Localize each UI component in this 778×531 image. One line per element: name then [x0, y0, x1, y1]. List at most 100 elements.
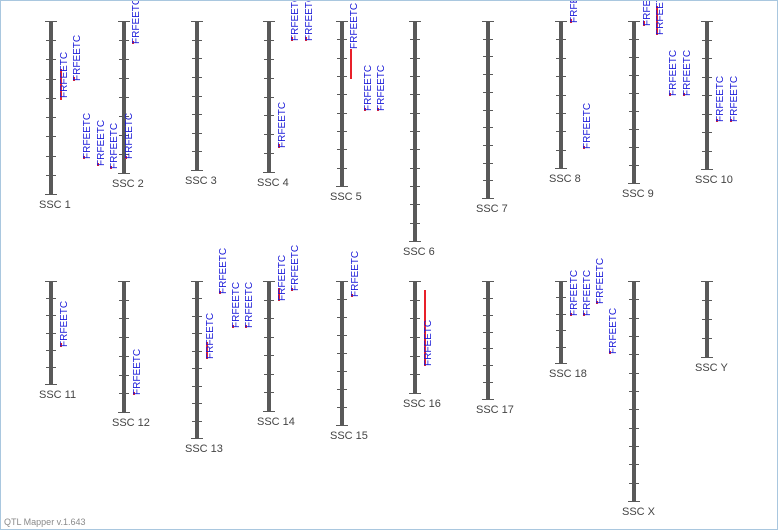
- qtl-bar: [596, 301, 598, 304]
- qtl-trait-label: FRFEETC: [582, 270, 593, 316]
- qtl-bar: [730, 119, 732, 122]
- chromosome-label: SSC Y: [695, 362, 728, 374]
- chromosome-sscx: SSC X: [622, 281, 656, 518]
- qtl-trait-label: FRFEETC: [715, 76, 726, 122]
- qtl-trait-label: FRFEETC: [608, 308, 619, 354]
- qtl-bar: [133, 392, 135, 395]
- qtl-trait-label: FRFEETC: [72, 35, 83, 81]
- qtl-bar: [60, 69, 62, 100]
- qtl-trait-label: FRFEETC: [218, 248, 229, 294]
- version-label: QTL Mapper v.1.643: [4, 517, 86, 527]
- qtl-trait-label: FRFEETC: [131, 1, 142, 44]
- qtl-trait-label: FRFEETC: [304, 1, 315, 41]
- qtl-bar: [656, 6, 658, 35]
- qtl-bar: [219, 291, 221, 294]
- qtl-bar: [570, 313, 572, 316]
- chromosome-bar: [195, 21, 199, 170]
- chromosome-bar: [559, 281, 563, 363]
- qtl-bar: [351, 294, 353, 297]
- qtl-trait-label: FRFEETC: [569, 270, 580, 316]
- qtl-bar: [377, 108, 379, 111]
- qtl-bar: [278, 288, 280, 301]
- qtl-trait-label: FRFEETC: [132, 349, 143, 395]
- qtl-trait-label: FRFEETC: [231, 282, 242, 328]
- qtl-trait-label: FRFEETC: [290, 1, 301, 41]
- chromosome-bar: [486, 281, 490, 399]
- chromosome-label: SSC 15: [330, 430, 368, 442]
- chromosome-ssc12: SSC 12 FRFEETC: [112, 281, 150, 429]
- chromosome-ssc14: SSC 14 FRFEETC FRFEETC: [257, 245, 301, 428]
- chromosome-bar: [49, 281, 53, 384]
- qtl-trait-label: FRFEETC: [244, 282, 255, 328]
- chromosome-label: SSC 7: [476, 203, 508, 215]
- qtl-bar: [424, 290, 426, 366]
- chromosome-ssc15: SSC 15 FRFEETC: [330, 251, 368, 442]
- qtl-bar: [570, 19, 572, 23]
- chromosome-bar: [195, 281, 199, 438]
- qtl-bar: [716, 119, 718, 122]
- qtl-bar: [583, 146, 585, 149]
- chromosome-label: SSC 4: [257, 177, 289, 189]
- qtl-bar: [110, 166, 112, 169]
- qtl-bar: [60, 343, 62, 347]
- qtl-trait-label: FRFEETC: [682, 50, 693, 96]
- qtl-bar: [305, 37, 307, 41]
- chromosome-bar: [559, 21, 563, 168]
- chromosome-label: SSC 5: [330, 191, 362, 203]
- chromosome-ssc17: SSC 17: [476, 281, 514, 416]
- qtl-trait-label: FRFEETC: [59, 301, 70, 347]
- qtl-bar: [232, 325, 234, 328]
- chromosome-label: SSC 9: [622, 188, 654, 200]
- chromosome-ssc7: SSC 7: [476, 21, 508, 215]
- qtl-trait-label: FRFEETC: [729, 76, 740, 122]
- chromosome-bar: [632, 21, 636, 183]
- chromosome-ssc6: SSC 6: [403, 21, 435, 258]
- qtl-bar: [683, 93, 685, 96]
- qtl-bar: [291, 288, 293, 291]
- chromosome-sscy: SSC Y: [695, 281, 728, 374]
- qtl-trait-label: FRFEETC: [582, 103, 593, 149]
- chromosome-label: SSC 2: [112, 178, 144, 190]
- qtl-trait-label: FRFEETC: [668, 50, 679, 96]
- chromosome-label: SSC 14: [257, 416, 295, 428]
- chromosome-label: SSC 16: [403, 398, 441, 410]
- qtl-bar: [364, 108, 366, 111]
- chromosome-bar: [122, 281, 126, 412]
- qtl-bar: [291, 37, 293, 41]
- qtl-trait-label: FRFEETC: [595, 258, 606, 304]
- chromosome-ssc8: SSC 8 FRFEETC FRFEETC: [549, 1, 593, 185]
- qtl-trait-label: FRFEETC: [96, 120, 107, 166]
- qtl-bar: [206, 342, 208, 359]
- qtl-trait-label: FRFEETC: [376, 65, 387, 111]
- qtl-bar: [73, 77, 75, 81]
- qtl-bar: [132, 41, 134, 44]
- chromosome-label: SSC 17: [476, 404, 514, 416]
- chromosome-label: SSC 11: [39, 389, 76, 401]
- qtl-trait-label: FRFEETC: [290, 245, 301, 291]
- qtl-trait-label: FRFEETC: [349, 3, 360, 49]
- chromosome-bar: [267, 21, 271, 172]
- qtl-trait-label: FRFEETC: [277, 102, 288, 148]
- qtl-trait-label: FRFEETC: [82, 113, 93, 159]
- chromosome-bar: [267, 281, 271, 411]
- qtl-bar: [583, 313, 585, 316]
- chromosome-label: SSC 8: [549, 173, 581, 185]
- qtl-trait-label: FRFEETC: [655, 1, 666, 35]
- qtl-bar: [278, 144, 280, 148]
- chromosome-bar: [340, 21, 344, 186]
- qtl-bar: [609, 351, 611, 354]
- qtl-trait-label: FRFEETC: [109, 123, 120, 169]
- chromosome-ssc11: SSC 11 FRFEETC: [39, 281, 76, 401]
- qtl-bar: [83, 156, 85, 159]
- chromosome-label: SSC 6: [403, 246, 435, 258]
- chromosome-ssc2: SSC 2 FRFEETC FRFEETC FRFEETC: [109, 1, 144, 190]
- qtl-trait-label: FRFEETC: [124, 113, 135, 159]
- chromosome-ssc16: SSC 16 FRFEETC: [403, 281, 441, 410]
- chromosome-label: SSC 1: [39, 199, 71, 211]
- qtl-trait-label: FRFEETC: [363, 65, 374, 111]
